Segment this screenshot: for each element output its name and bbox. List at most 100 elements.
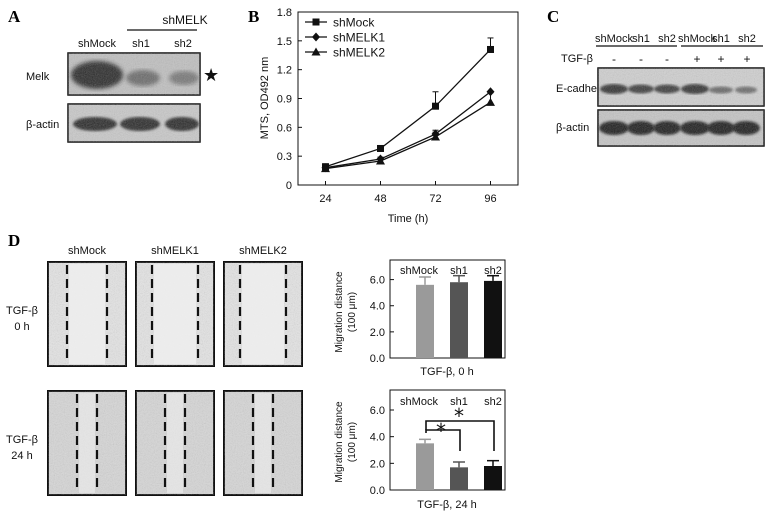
- x-axis-b: 24 48 72 96: [319, 181, 497, 205]
- series-line-shMELK2: [325, 101, 491, 170]
- y-tick-label: 6.0: [370, 275, 385, 287]
- bar-sh1: [450, 467, 468, 490]
- panel-label-c: C: [547, 7, 559, 26]
- blot-beta-actin-a: [67, 103, 201, 143]
- significance-star-sh2: *: [454, 404, 464, 428]
- microscope-image: [223, 390, 303, 496]
- microscope-image: [135, 261, 215, 367]
- row-label-tgf-0h-line2: 0 h: [14, 321, 29, 333]
- group-label-shmelk: shMELK: [162, 13, 207, 27]
- point-shMock: [377, 144, 384, 152]
- category-label: sh2: [484, 265, 502, 277]
- point-shMELK1: [486, 87, 495, 97]
- bar-chart-24h: Migration distance (100 μm) 0.0 2.0 4.0 6.0…: [334, 389, 506, 511]
- row-label-melk: Melk: [26, 71, 50, 83]
- y-tick-label: 0.0: [370, 485, 385, 497]
- x-axis-label-b: Time (h): [388, 213, 429, 225]
- wound-healing-images: [47, 261, 303, 496]
- x-axis-label-0h: TGF-β, 0 h: [420, 366, 473, 378]
- series-group-b: [321, 37, 495, 173]
- x-tick-label-b: 24: [319, 193, 331, 205]
- microscope-image: [47, 261, 127, 367]
- y-axis-label-0h: Migration distance: [334, 271, 345, 353]
- microscope-image: [135, 390, 215, 496]
- panel-b: B 00.30.60.91.21.51.8 24 48 72 96 Time (h) …: [248, 7, 519, 225]
- plot-frame-b: [297, 11, 519, 186]
- y-axis-label-24h: Migration distance: [334, 401, 345, 483]
- microscope-image: [47, 390, 127, 496]
- y-tick-label-b: 1.2: [277, 65, 292, 77]
- point-shMELK2: [431, 132, 440, 141]
- y-tick-label: 2.0: [370, 458, 385, 470]
- star-marker: ★: [203, 65, 219, 86]
- panel-d: D shMock shMELK1 shMELK2 TGF-β 0 h TGF-β…: [6, 231, 506, 511]
- point-shMELK2: [486, 97, 495, 106]
- treatment-sign-c: +: [717, 52, 724, 66]
- point-shMELK2: [376, 156, 385, 165]
- row-label-beta-actin-c: β-actin: [556, 122, 589, 134]
- row-label-tgf-24h-line2: 24 h: [11, 450, 32, 462]
- panel-label-a: A: [8, 7, 21, 26]
- y-tick-label: 2.0: [370, 327, 385, 339]
- point-shMock: [432, 102, 439, 110]
- bar-sh1: [450, 282, 468, 358]
- point-shMock: [487, 45, 494, 53]
- treatment-sign-c: -: [612, 52, 616, 66]
- microscope-image: [223, 261, 303, 367]
- y-tick-label-b: 0.3: [277, 151, 292, 163]
- series-shMELK2: [321, 92, 495, 173]
- legend-marker-shMELK1: [312, 32, 320, 42]
- y-axis-unit-0h: (100 μm): [347, 292, 358, 332]
- bracket-shmock-sh2: [425, 420, 495, 451]
- y-tick-label: 6.0: [370, 405, 385, 417]
- column-label-shmelk2: shMELK2: [239, 245, 287, 257]
- x-axis-label-24h: TGF-β, 24 h: [417, 499, 477, 511]
- panel-a: A shMELK shMock sh1 sh2 Melk ★ β-actin: [8, 7, 219, 143]
- blot-e-cadherin: [597, 67, 765, 107]
- y-tick-label: 0.0: [370, 353, 385, 365]
- panel-label-d: D: [8, 231, 20, 250]
- category-label: sh1: [450, 265, 468, 277]
- treatment-label-c: TGF-β: [561, 53, 593, 65]
- category-label: sh2: [484, 396, 502, 408]
- column-label-shmock: shMock: [68, 245, 106, 257]
- series-line-shMock: [325, 49, 491, 168]
- plot-frame-0h: [389, 259, 506, 359]
- legend-marker-shMELK2: [311, 47, 321, 56]
- legend-label-shMELK1: shMELK1: [333, 31, 385, 45]
- y-axis-24h: 0.0 2.0 4.0 6.0: [370, 405, 394, 497]
- bars-0h: shMock sh1 sh2: [400, 265, 502, 358]
- y-axis-0h: 0.0 2.0 4.0 6.0: [370, 275, 394, 365]
- panel-label-b: B: [248, 7, 259, 26]
- row-label-e-cadherin: E-cadherin: [556, 83, 609, 95]
- y-tick-label-b: 0.6: [277, 122, 292, 134]
- bar-shMock: [416, 284, 434, 358]
- bar-chart-0h: Migration distance (100 μm) 0.0 2.0 4.0 6.0…: [334, 259, 506, 378]
- row-label-tgf-0h-line1: TGF-β: [6, 305, 38, 317]
- y-tick-label-b: 0.9: [277, 94, 292, 106]
- bar-sh2: [484, 466, 502, 490]
- lane-label-shmock: shMock: [78, 38, 116, 50]
- x-tick-label-b: 72: [429, 193, 441, 205]
- y-axis-unit-24h: (100 μm): [347, 422, 358, 462]
- legend-label-shMock: shMock: [333, 16, 375, 30]
- bar-shMock: [416, 443, 434, 490]
- significance-star-sh1: *: [436, 419, 446, 443]
- x-tick-label-b: 48: [374, 193, 386, 205]
- series-line-shMELK1: [325, 91, 491, 169]
- category-label: sh1: [450, 396, 468, 408]
- column-label-shmelk1: shMELK1: [151, 245, 199, 257]
- lane-label-sh1: sh1: [132, 38, 150, 50]
- treatment-signs-c: - - - + + +: [612, 52, 751, 66]
- y-tick-label-b: 0: [286, 180, 292, 192]
- treatment-sign-c: +: [693, 52, 700, 66]
- lane-label-c: sh2: [658, 33, 676, 45]
- lane-label-sh2: sh2: [174, 38, 192, 50]
- bars-24h: shMock sh1 sh2: [400, 396, 502, 490]
- lane-label-c: sh1: [632, 33, 650, 45]
- lane-label-c: shMock: [678, 33, 716, 45]
- row-label-tgf-24h-line1: TGF-β: [6, 434, 38, 446]
